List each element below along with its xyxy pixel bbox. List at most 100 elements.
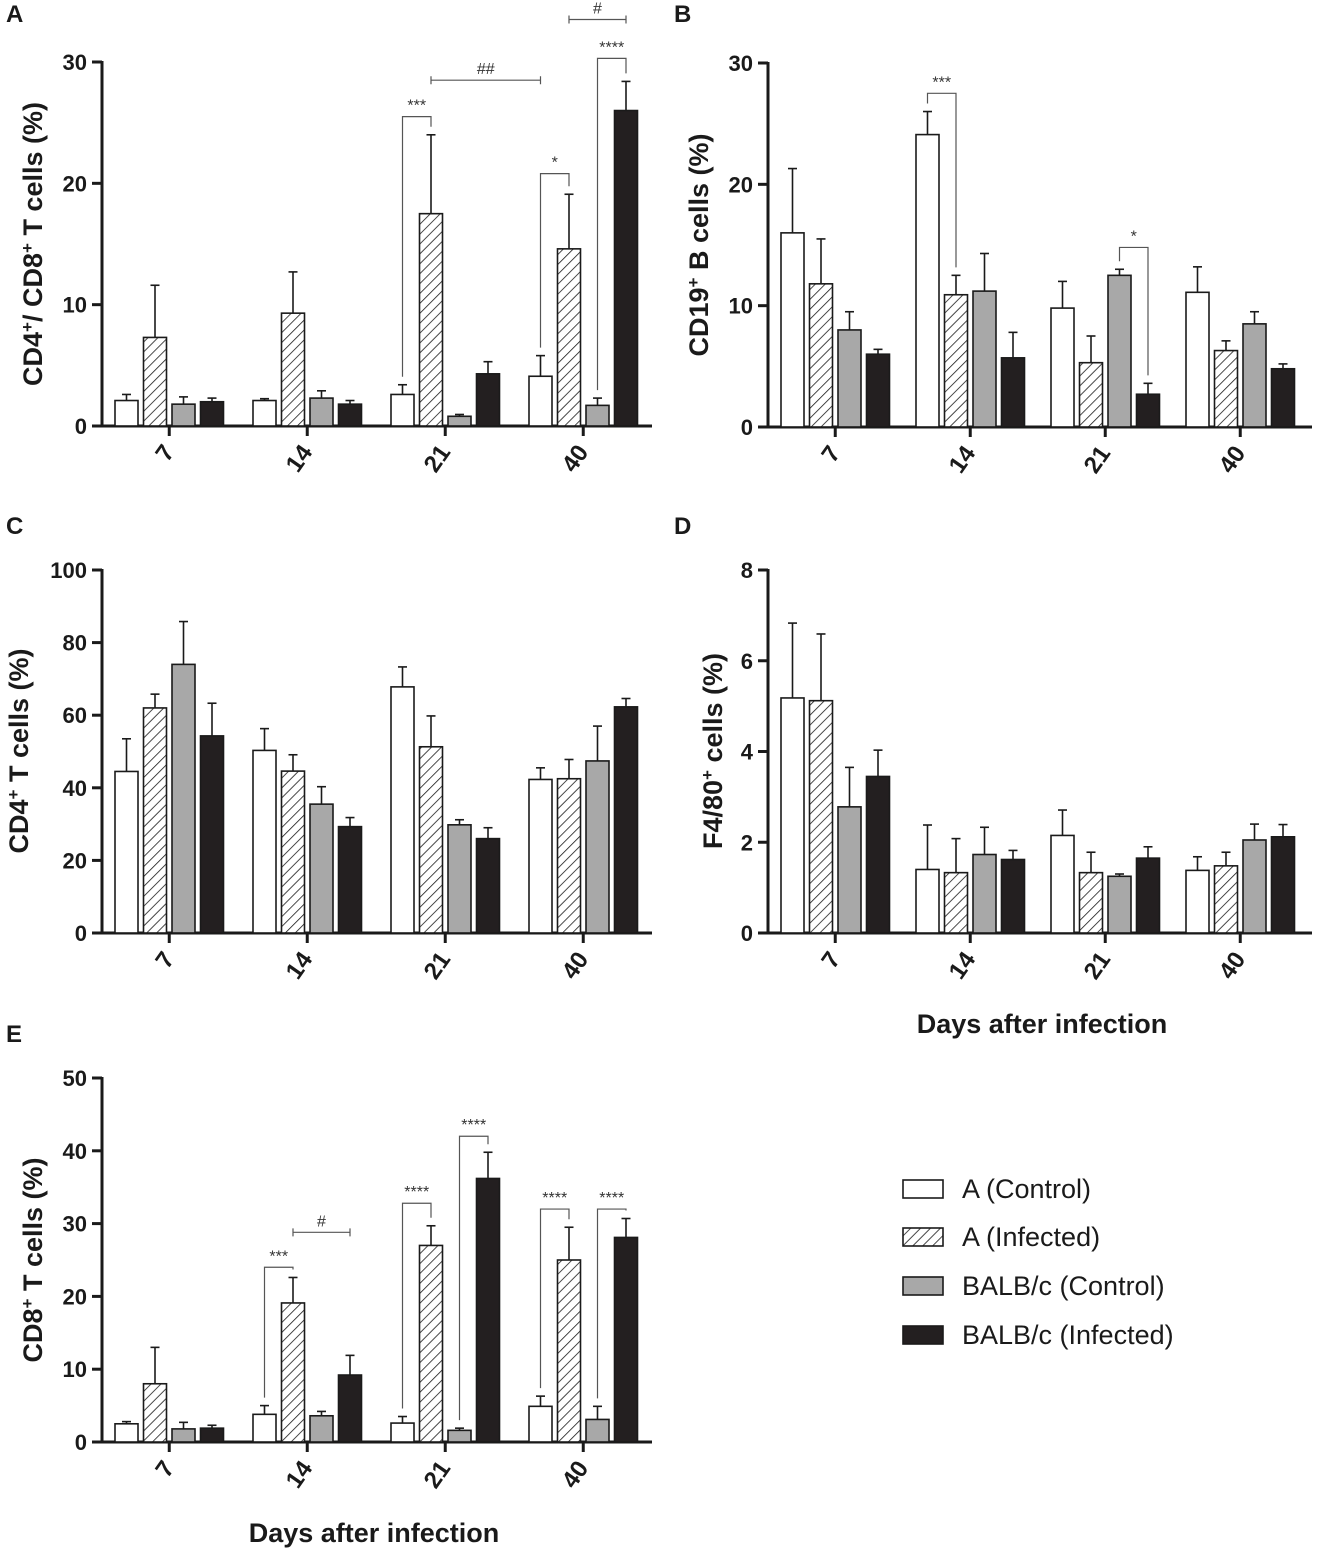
panel-a-sig-bracket [539, 173, 570, 348]
panel-e-ytick-label: 50 [63, 1066, 87, 1091]
panel-c-bar [199, 735, 225, 934]
panel-d-bar [1135, 857, 1161, 934]
panel-c-bar [114, 770, 139, 934]
panel-d-bar [1242, 839, 1267, 934]
panel-d-bar [1078, 871, 1104, 934]
panel-a-xtick-label: 7 [150, 440, 180, 466]
panel-a-bar [171, 403, 196, 427]
panel-e-ytick-label: 0 [75, 1430, 87, 1455]
panel-b-ytick-label: 10 [729, 294, 753, 319]
panel-e-ytick-label: 40 [63, 1139, 87, 1164]
panel-c-bar [309, 803, 334, 934]
panel-a-bar [556, 248, 582, 427]
panel-c-xtick-label: 14 [281, 946, 319, 984]
panel-a-sig-label: * [552, 155, 558, 172]
panel-b-bar [1050, 307, 1075, 428]
panel-b-sig-label: *** [932, 74, 951, 91]
panel-a-ytick-label: 20 [63, 171, 87, 196]
panel-e-xtick-label: 7 [150, 1456, 180, 1482]
panel-b-bar [1242, 323, 1267, 428]
panel-a: A CD4+/ CD8+ T cells (%) 0 10 20 30 7 14 21 40 *… [6, 1, 652, 477]
panel-d-ytick-label: 6 [741, 649, 753, 674]
panel-d-bar [808, 699, 834, 934]
panel-a-ytick-label: 10 [63, 293, 87, 318]
panel-a-bar [337, 403, 363, 427]
panel-e-bar [418, 1244, 444, 1443]
panel-c-ytick-label: 0 [75, 921, 87, 946]
panel-d-bar [1050, 834, 1075, 934]
panel-e-bar [252, 1413, 277, 1443]
legend: A (Control) A (Infected) BALB/c (Control… [902, 1174, 1174, 1350]
panel-a-xtick-label: 40 [557, 440, 594, 477]
panel-a-ylabel: CD4+/ CD8+ T cells (%) [18, 102, 49, 386]
legend-label-balb-control: BALB/c (Control) [962, 1271, 1165, 1301]
panel-b-sig-bracket [1118, 246, 1149, 376]
panel-e-sig-bracket [458, 1135, 489, 1421]
panel-e-sig-bracket [263, 1266, 294, 1398]
panel-e-ytick-label: 10 [63, 1357, 87, 1382]
panel-c-bar [528, 778, 553, 934]
legend-swatch-balb-infected [902, 1325, 944, 1345]
panel-e-sig-bracket [539, 1208, 570, 1389]
panel-d-bar [943, 871, 969, 934]
panel-e-xtick-label: 14 [281, 1455, 319, 1493]
panel-e-ylabel: CD8+ T cells (%) [18, 1158, 49, 1363]
panel-letter-a: A [6, 1, 23, 28]
panel-d-xlabel: Days after infection [917, 1009, 1168, 1039]
panel-e-sig-label: **** [461, 1117, 486, 1134]
panel-b-bar [1135, 393, 1161, 428]
panel-c-bar [390, 686, 415, 934]
panel-a-sig-line [568, 15, 627, 24]
panel-d-ylabel: F4/80+ cells (%) [698, 653, 729, 849]
panel-d-bar [1000, 858, 1026, 934]
panel-c-bar [613, 706, 639, 934]
panel-d-ytick-label: 0 [741, 921, 753, 946]
panel-c-bar [585, 760, 610, 934]
panel-d-bar [1107, 875, 1132, 934]
panel-c-bar [171, 663, 196, 934]
legend-label-a-infected: A (Infected) [962, 1222, 1100, 1252]
panel-e-ytick-label: 30 [63, 1212, 87, 1237]
panel-a-sig-bracket [596, 57, 627, 391]
panel-e-bar [447, 1429, 472, 1443]
panel-b-bar [972, 290, 997, 428]
panel-e-sig-label: *** [269, 1248, 288, 1265]
panel-a-bar [252, 399, 277, 427]
legend-swatch-a-infected [902, 1227, 944, 1247]
panel-a-bar [475, 373, 501, 427]
panel-e-bar [390, 1422, 415, 1443]
panel-c-bar [280, 770, 306, 934]
panel-c-xtick-label: 7 [150, 947, 180, 973]
panel-d-bar [1185, 869, 1210, 934]
panel-d-ytick-label: 2 [741, 830, 753, 855]
panel-d-xtick-label: 7 [816, 947, 846, 973]
panel-a-ytick-label: 30 [63, 50, 87, 75]
panel-c-ytick-label: 60 [63, 703, 87, 728]
panel-e-ytick-label: 20 [63, 1284, 87, 1309]
panel-c-ytick-label: 40 [63, 776, 87, 801]
panel-letter-d: D [674, 513, 691, 540]
panel-c-bar [418, 745, 444, 934]
panel-b-xtick-label: 14 [944, 440, 982, 478]
panel-a-sig-label: # [593, 1, 602, 18]
panel-a-xtick-label: 21 [419, 440, 456, 477]
panel-c-bar [252, 749, 277, 934]
panel-b-ytick-label: 0 [741, 415, 753, 440]
panel-b-bar [1107, 274, 1132, 428]
panel-a-xtick-label: 14 [281, 439, 319, 477]
panel-e-bar [475, 1177, 501, 1443]
panel-b-bar [780, 232, 805, 428]
panel-e-bar [585, 1418, 610, 1443]
panel-b-bar [808, 283, 834, 428]
panel-e-bar [556, 1259, 582, 1443]
legend-swatch-a-control [902, 1179, 944, 1199]
panel-d-bar [837, 806, 862, 934]
panel-e-bar [199, 1427, 225, 1443]
panel-c-bar [447, 824, 472, 934]
panel-b-bar [1213, 349, 1239, 428]
panel-e-sig-label: # [317, 1213, 326, 1230]
panel-c-xtick-label: 21 [419, 947, 456, 984]
panel-a-bar [142, 336, 168, 427]
panel-a-bar [613, 109, 639, 427]
